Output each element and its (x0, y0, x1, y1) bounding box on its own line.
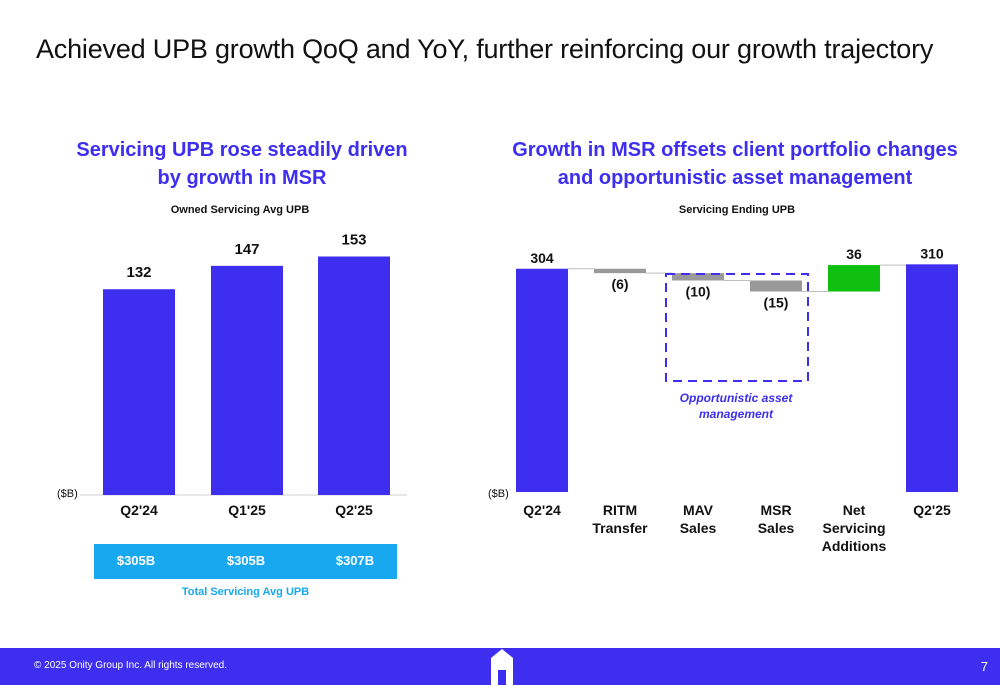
x-tick-label: Transfer (592, 520, 648, 536)
x-tick-label: RITM (603, 502, 637, 518)
x-tick-label: Net (843, 502, 866, 518)
total-servicing-box: $305B $305B $307B (94, 544, 397, 579)
y-unit-label: ($B) (488, 488, 509, 500)
waterfall-bar-5 (906, 264, 958, 492)
data-label: 132 (126, 264, 151, 281)
data-label: 36 (846, 246, 862, 262)
total-value: $305B (116, 553, 156, 568)
left-chart-title: Servicing UPB rose steadily driven by gr… (60, 136, 424, 192)
bar-Q2'25 (318, 256, 390, 495)
x-tick-label: Q2'24 (120, 502, 158, 518)
total-value: $307B (335, 553, 375, 568)
waterfall-bar-2 (672, 273, 724, 281)
data-label: 310 (920, 245, 944, 261)
data-label: 147 (234, 241, 259, 258)
waterfall-bar-4 (828, 265, 880, 292)
x-tick-label: Additions (822, 538, 887, 554)
x-tick-label: Servicing (822, 520, 885, 536)
total-servicing-label: Total Servicing Avg UPB (181, 586, 310, 598)
footer: © 2025 Onity Group Inc. All rights reser… (0, 648, 1000, 685)
right-chart-title: Growth in MSR offsets client portfolio c… (505, 136, 965, 192)
x-tick-label: MAV (683, 502, 714, 518)
data-label: 153 (341, 232, 366, 249)
x-tick-label: Q1'25 (228, 502, 266, 518)
x-tick-label: Q2'25 (913, 502, 951, 518)
total-value: $305B (226, 553, 266, 568)
x-tick-label: Sales (758, 520, 795, 536)
left-chart-title-line2: by growth in MSR (157, 167, 327, 189)
y-unit-label: ($B) (57, 488, 78, 500)
data-label: (10) (686, 284, 711, 300)
company-logo-icon (491, 649, 513, 685)
opportunistic-highlight-box (665, 273, 809, 382)
data-label: (6) (611, 276, 628, 292)
slide-title: Achieved UPB growth QoQ and YoY, further… (36, 34, 934, 64)
page-number: 7 (980, 659, 988, 674)
left-chart-title-line1: Servicing UPB rose steadily driven (76, 139, 408, 161)
copyright-text: © 2025 Onity Group Inc. All rights reser… (34, 660, 228, 671)
data-label: 304 (530, 250, 554, 266)
waterfall-bar-1 (594, 268, 646, 274)
x-tick-label: MSR (760, 502, 791, 518)
x-tick-label: Sales (680, 520, 717, 536)
waterfall-bar-3 (750, 280, 802, 292)
x-tick-label: Q2'25 (335, 502, 373, 518)
waterfall-bar-0 (516, 268, 568, 492)
right-chart-subtitle: Servicing Ending UPB (678, 204, 796, 216)
annotation-line1: Opportunistic asset (680, 391, 794, 405)
annotation-line2: management (699, 407, 774, 421)
data-label: (15) (764, 295, 789, 311)
right-chart-title-line1: Growth in MSR offsets client portfolio c… (512, 139, 958, 161)
left-chart-subtitle: Owned Servicing Avg UPB (170, 204, 310, 216)
bar-Q1'25 (211, 265, 283, 495)
right-chart-title-line2: and opportunistic asset management (557, 167, 913, 189)
x-tick-label: Q2'24 (523, 502, 561, 518)
bar-Q2'24 (103, 289, 175, 495)
